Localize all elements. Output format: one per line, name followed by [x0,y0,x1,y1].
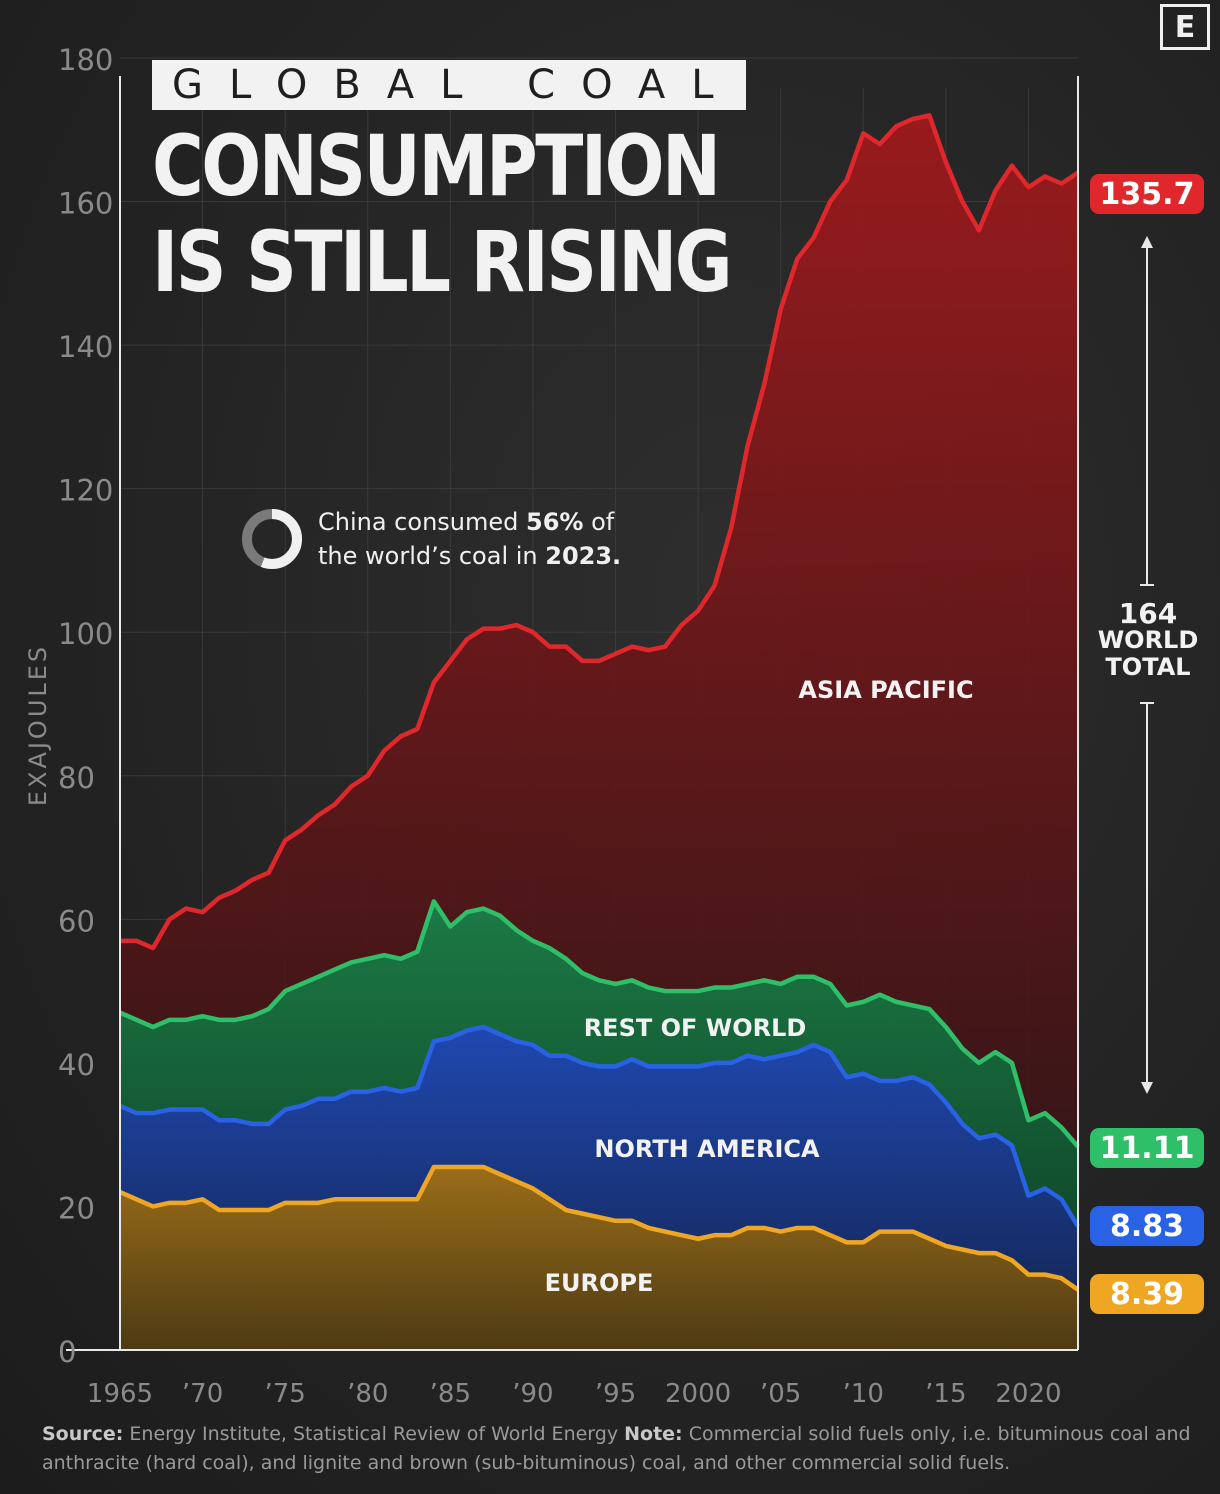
area-europe [120,1166,1078,1350]
callout-suffix: of [583,508,615,536]
x-tick-label: 1965 [87,1379,153,1409]
world-total-label-1: WORLD [1097,626,1199,654]
callout-line2: the world’s coal in [318,542,546,570]
y-tick-label: 40 [58,1048,95,1082]
title-headline: CONSUMPTION IS STILL RISING [152,117,733,311]
world-total-value: 164 [1118,597,1178,630]
y-tick-label: 0 [58,1335,76,1369]
x-tick-label: ’05 [760,1379,801,1409]
x-tick-label: ’90 [512,1379,553,1409]
na-end-badge: 8.83 [1090,1206,1204,1246]
x-tick-label: ’10 [843,1379,884,1409]
y-tick-label: 140 [58,330,113,364]
area-row [120,901,1078,1227]
x-tick-label: ’70 [182,1379,223,1409]
title-line-2: IS STILL RISING [152,213,733,311]
y-tick-label: 160 [58,187,113,221]
callout-text: China consumed 56% of the world’s coal i… [318,505,621,573]
row-end-badge: 11.11 [1090,1128,1204,1168]
asia-end-badge: 135.7 [1090,174,1204,214]
donut-icon [242,509,302,569]
area-asia [120,115,1078,1147]
x-tick-label: ’75 [264,1379,305,1409]
x-tick-label: 2020 [995,1379,1061,1409]
y-tick-label: 120 [58,474,113,508]
brand-logo: E [1160,4,1210,50]
china-callout: China consumed 56% of the world’s coal i… [240,505,621,573]
title-block: GLOBAL COAL CONSUMPTION IS STILL RISING [152,60,840,310]
callout-highlight: 56% [526,508,584,536]
x-tick-label: ’85 [430,1379,471,1409]
x-tick-label: ’15 [925,1379,966,1409]
y-tick-label: 100 [58,617,113,651]
note-text: Commercial solid fuels only, i.e. bitumi… [42,1423,1191,1474]
line-row [119,899,1080,1149]
arrow-down-icon [1141,1082,1153,1094]
callout-year: 2023. [545,542,622,570]
title-line-1: CONSUMPTION [152,117,721,215]
source-note: Source: Energy Institute, Statistical Re… [42,1420,1192,1478]
source-text: Energy Institute, Statistical Review of … [123,1423,625,1445]
note-label: Note: [624,1423,683,1445]
y-tick-label: 80 [58,761,95,795]
europe-end-badge: 8.39 [1090,1274,1204,1314]
x-tick-label: ’95 [595,1379,636,1409]
y-tick-label: 60 [58,904,95,938]
y-tick-label: 20 [58,1191,95,1225]
world-total-label-2: TOTAL [1105,653,1191,681]
region-label-europe: EUROPE [544,1269,654,1297]
y-axis-title: EXAJOULES [24,643,52,807]
title-kicker: GLOBAL COAL [152,60,746,110]
line-na [119,1024,1080,1228]
x-tick-label: ’80 [347,1379,388,1409]
line-europe [119,1164,1080,1292]
region-label-asia: ASIA PACIFIC [798,676,974,704]
region-label-na: NORTH AMERICA [594,1135,820,1163]
y-tick-label: 180 [58,43,113,77]
donut-share-arc [242,509,302,569]
line-asia [120,113,1080,951]
world-total: 164 WORLD TOTAL [1088,600,1208,681]
x-tick-label: 2000 [665,1379,731,1409]
region-label-row: REST OF WORLD [583,1014,807,1042]
arrow-up-icon [1141,236,1153,248]
callout-prefix: China consumed [318,508,526,536]
source-label: Source: [42,1423,124,1445]
